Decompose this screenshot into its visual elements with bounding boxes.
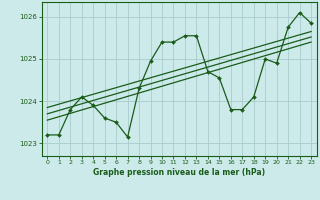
X-axis label: Graphe pression niveau de la mer (hPa): Graphe pression niveau de la mer (hPa) [93, 168, 265, 177]
